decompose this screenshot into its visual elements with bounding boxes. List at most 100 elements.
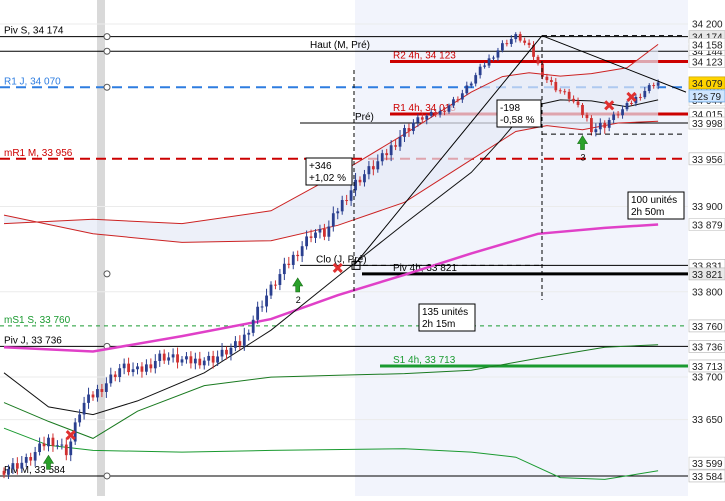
session-separator xyxy=(97,0,105,496)
candle-body xyxy=(38,443,41,453)
candle-body xyxy=(24,457,28,463)
candle-body xyxy=(69,441,73,456)
level-axis-tag: 33 760 xyxy=(692,322,723,333)
candle-body xyxy=(234,341,237,348)
measure-box xyxy=(418,303,476,332)
lower-green-band-line xyxy=(3,344,659,439)
candle-body xyxy=(122,363,126,369)
candle-body xyxy=(171,354,175,358)
candle-body xyxy=(51,437,55,446)
candle-body xyxy=(607,120,611,128)
timer-tag-bg xyxy=(688,89,725,103)
candle-body xyxy=(158,353,162,361)
candle-body xyxy=(64,444,68,456)
candle-body xyxy=(558,90,562,92)
candle-body xyxy=(625,103,629,110)
candle-body xyxy=(96,389,99,398)
candle-body xyxy=(113,374,117,378)
candle-body xyxy=(394,145,397,147)
candle-body xyxy=(216,356,219,363)
level-anchor xyxy=(103,270,111,278)
candle-body xyxy=(60,444,64,446)
level-axis-tag: 33 998 xyxy=(692,119,723,130)
level-axis-tag: 34 123 xyxy=(692,57,723,68)
level-anchor xyxy=(103,33,111,41)
measure-text: 2h 15m xyxy=(422,319,455,330)
measure-text: -0,58 % xyxy=(500,115,535,126)
candle-body xyxy=(247,332,251,335)
level-axis-tag: 33 736 xyxy=(692,342,723,353)
candle-body xyxy=(612,114,616,121)
measure-text: +346 xyxy=(309,161,332,172)
candle-body xyxy=(630,103,633,105)
candle-body xyxy=(265,295,268,307)
candle-body xyxy=(33,452,37,461)
axis-tick-label: 33 900 xyxy=(692,202,723,213)
candle-body xyxy=(291,254,295,265)
candle-body xyxy=(162,353,166,361)
candle-body xyxy=(581,104,584,115)
timer-tag-suffix: 79 xyxy=(710,92,722,103)
level-axis-tag: 34 015 xyxy=(692,110,723,121)
trend-anchor xyxy=(351,260,361,270)
candle-body xyxy=(594,129,598,133)
candle-body xyxy=(643,90,647,98)
candle-body xyxy=(363,174,366,183)
signals: 23 xyxy=(42,91,637,470)
candle-body xyxy=(140,366,144,372)
level-label: Clo (J, Pré) xyxy=(316,254,367,265)
candle-body xyxy=(229,347,233,355)
buy-signal-arrow xyxy=(42,454,55,470)
sell-signal-cross xyxy=(604,100,615,111)
candle-body xyxy=(300,246,304,257)
candle-body xyxy=(438,110,442,115)
level-label: R1 J, 34 070 xyxy=(4,76,61,87)
measure-text: 2h 50m xyxy=(631,207,664,218)
level-axis-tag-bg xyxy=(688,359,725,373)
candle-body xyxy=(42,443,46,447)
level-anchor xyxy=(103,83,111,91)
candle-body xyxy=(127,363,130,373)
trend-line xyxy=(541,35,687,93)
candle-body xyxy=(176,354,179,363)
candle-body xyxy=(447,105,451,112)
candle-body xyxy=(474,75,478,84)
level-axis-tag: 33 584 xyxy=(692,472,723,483)
candle-body xyxy=(420,117,424,120)
candle-body xyxy=(403,128,406,137)
level-label: Piv M, 33 584 xyxy=(4,465,66,476)
candle-body xyxy=(331,213,335,227)
candle-body xyxy=(251,319,255,333)
candle-body xyxy=(2,470,6,475)
candle-body xyxy=(527,42,531,46)
measure-box xyxy=(627,191,685,220)
axis-tick-label: 33 650 xyxy=(692,415,723,426)
candle-body xyxy=(563,91,567,93)
candle-body xyxy=(202,360,206,366)
candle-body xyxy=(345,200,349,202)
candle-body xyxy=(358,179,362,183)
level-axis-tag-bg xyxy=(688,55,725,68)
buy-signal-arrow xyxy=(292,277,304,293)
indicator-axis-tag-bg xyxy=(688,456,725,470)
signal-label: 2 xyxy=(296,295,301,305)
sell-signal-cross xyxy=(332,262,343,273)
level-axis-tag: 34 144 xyxy=(692,47,723,58)
candle-body xyxy=(505,43,509,45)
candle-body xyxy=(260,306,264,308)
level-axis-tag: 33 821 xyxy=(692,270,723,281)
candle-body xyxy=(567,91,571,99)
candle-body xyxy=(585,114,589,119)
lower-green-envelope-line xyxy=(3,427,659,480)
candle-body xyxy=(518,34,522,41)
timer-tag: 12s xyxy=(692,92,708,103)
candle-body xyxy=(167,357,171,361)
candle-body xyxy=(269,284,273,296)
candle-body xyxy=(318,228,322,233)
level-axis-tag-bg xyxy=(688,267,725,281)
candle-body xyxy=(425,115,429,120)
